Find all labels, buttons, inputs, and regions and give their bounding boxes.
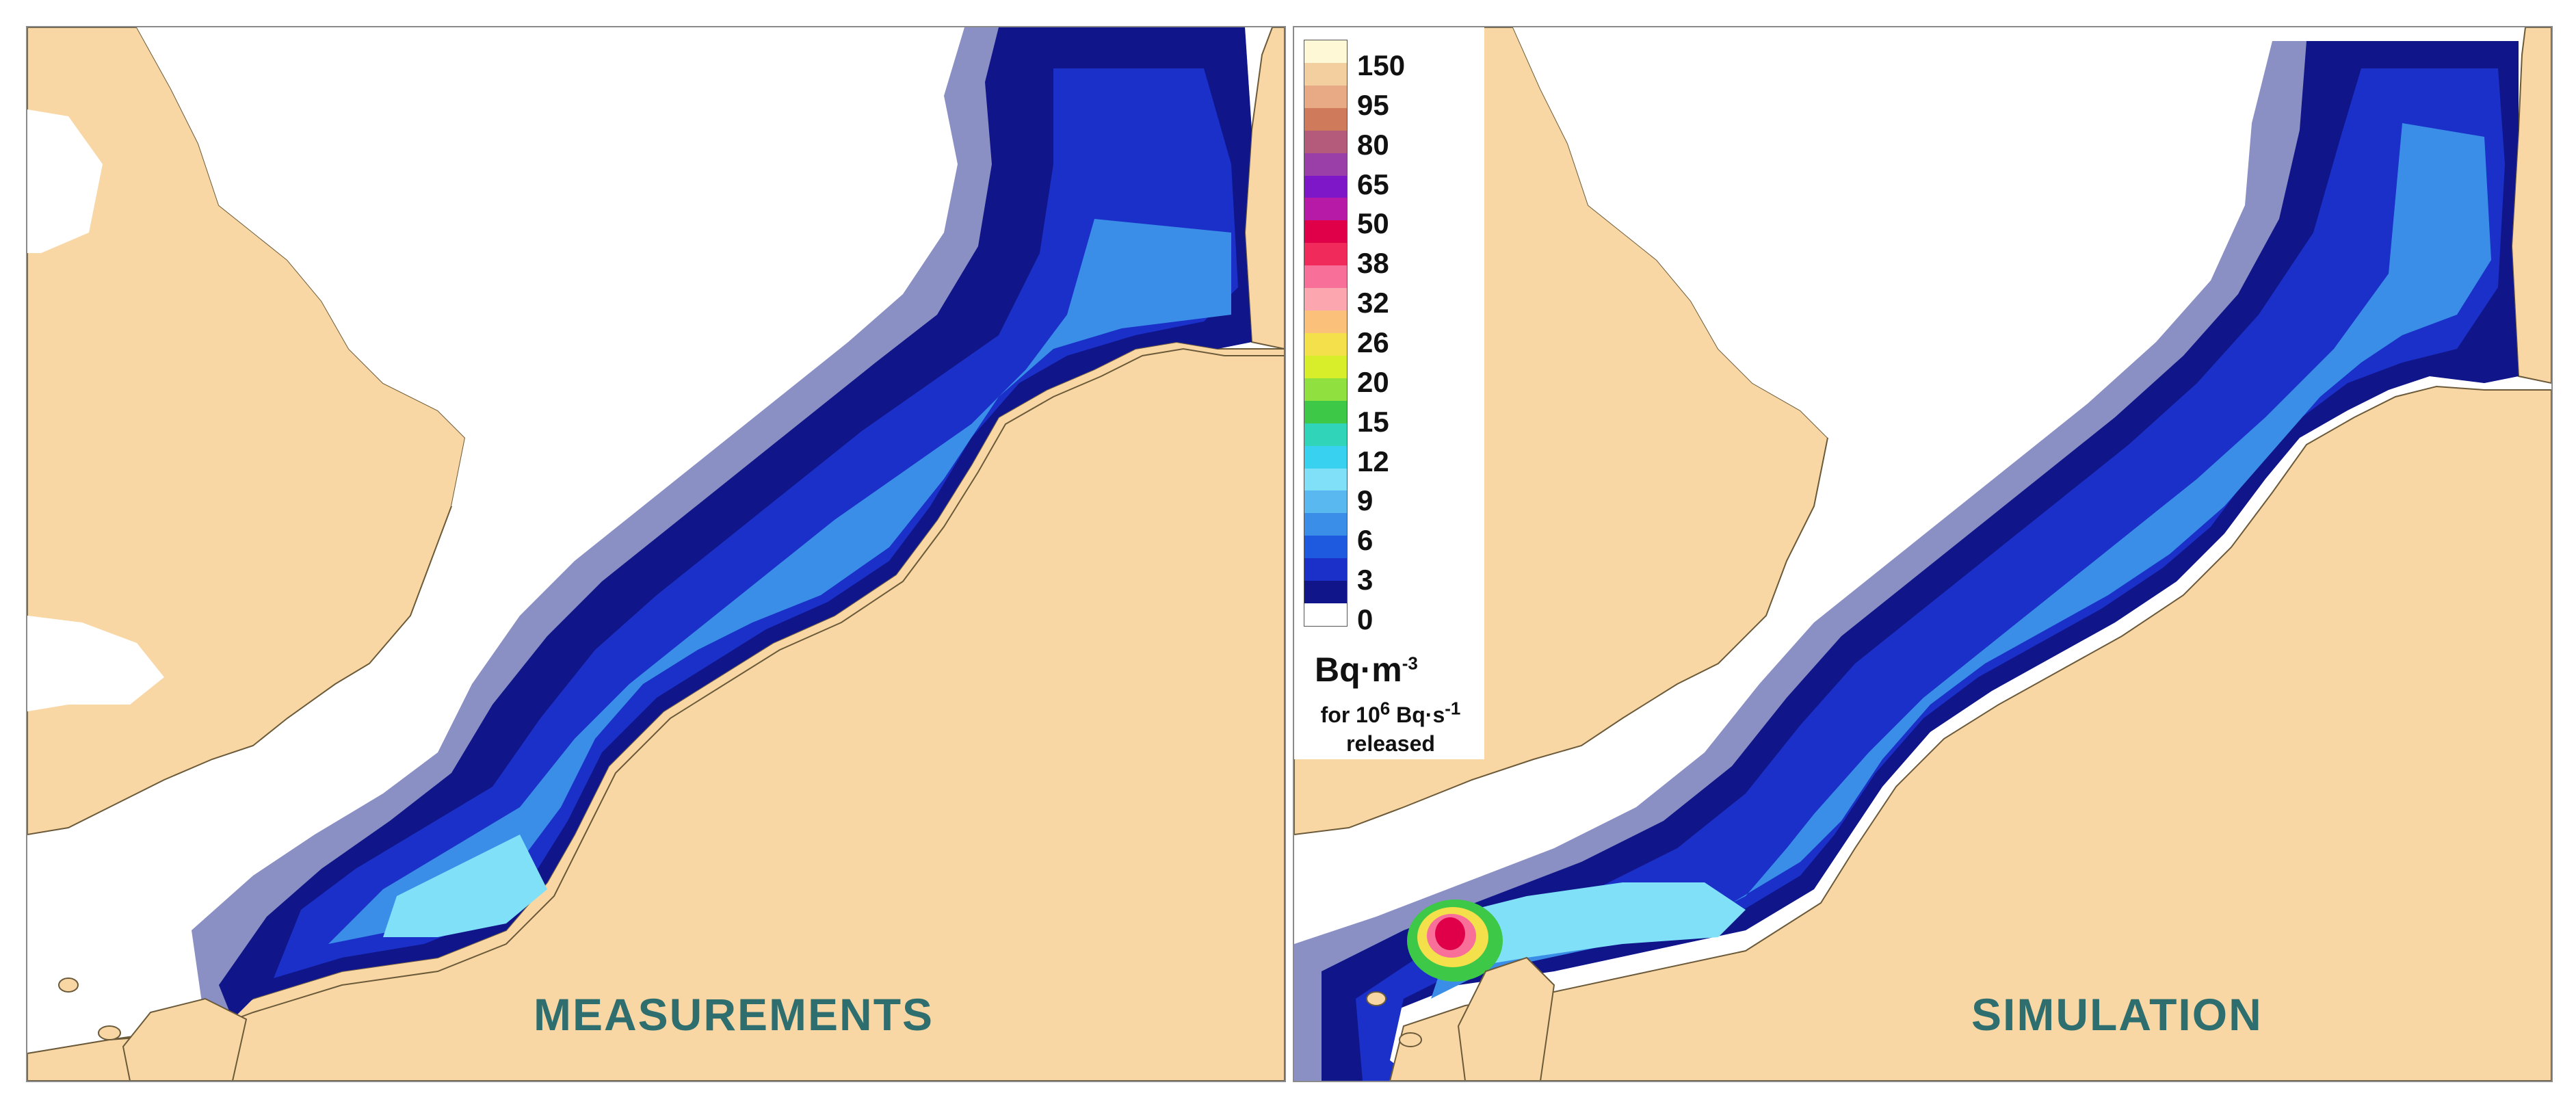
- legend-tick-label: 32: [1357, 287, 1389, 319]
- legend-tick-label: 26: [1357, 326, 1389, 358]
- legend-tick-label: 20: [1357, 365, 1389, 398]
- legend-swatch: [1304, 378, 1347, 402]
- legend-tick-label: 12: [1357, 445, 1389, 477]
- note-prefix: for 10: [1320, 703, 1380, 727]
- plume-band-50-plus: [1435, 917, 1465, 950]
- legend-swatch: [1304, 536, 1347, 559]
- legend-swatch: [1304, 558, 1347, 581]
- netherlands-landmass: [1244, 27, 1285, 350]
- plume-band-9-12: [328, 219, 1231, 944]
- legend-swatch: [1304, 400, 1347, 424]
- channel-island: [58, 978, 79, 993]
- note-released: released: [1346, 731, 1435, 756]
- concentration-legend: 150 95 80 65 50 38 32 26 20 15 12 9 6 3 0 Bq·m-3 for 1…: [1294, 27, 1484, 759]
- legend-tick-label: 38: [1357, 247, 1389, 280]
- legend-tick-label: 9: [1357, 484, 1374, 517]
- legend-tick-label: 150: [1357, 49, 1406, 81]
- note-exponent-2: -1: [1445, 698, 1461, 719]
- channel-island: [1399, 1032, 1422, 1047]
- north-sea-water: [137, 27, 964, 506]
- legend-swatch: [1304, 311, 1347, 334]
- cotentin-peninsula: [122, 997, 248, 1081]
- simulation-label: SIMULATION: [1971, 989, 2263, 1040]
- french-coast-landmass: [27, 347, 1285, 1081]
- unit-main: Bq·m: [1315, 651, 1402, 689]
- measurements-map: [27, 27, 1285, 1081]
- color-scale-bar: [1304, 40, 1348, 627]
- legend-swatch: [1304, 333, 1347, 356]
- legend-tick-label: 80: [1357, 128, 1389, 161]
- legend-swatch: [1304, 62, 1347, 86]
- north-sea-water: [1513, 27, 2272, 438]
- legend-swatch: [1304, 581, 1347, 604]
- legend-swatch: [1304, 220, 1347, 244]
- legend-swatch: [1304, 107, 1347, 131]
- plume-band-3-6: [219, 27, 1252, 1019]
- measurements-label: MEASUREMENTS: [534, 989, 934, 1040]
- legend-swatch: [1304, 175, 1347, 198]
- legend-swatch: [1304, 490, 1347, 514]
- unit-exponent: -3: [1402, 653, 1418, 674]
- legend-note: for 106 Bq·s-1 released: [1301, 698, 1480, 758]
- french-coast-landmass: [1389, 385, 2551, 1081]
- channel-island: [98, 1025, 121, 1040]
- note-middle: Bq·s: [1390, 703, 1445, 727]
- legend-swatch: [1304, 85, 1347, 109]
- legend-tick-label: 95: [1357, 88, 1389, 121]
- legend-tick-label: 50: [1357, 207, 1389, 240]
- legend-swatch: [1304, 40, 1347, 64]
- legend-swatch: [1304, 243, 1347, 266]
- measurements-map-panel: MEASUREMENTS: [26, 26, 1286, 1082]
- legend-tick-label: 6: [1357, 524, 1374, 557]
- legend-swatch: [1304, 153, 1347, 176]
- plume-band-0-3: [1294, 41, 2519, 1081]
- cotentin-peninsula: [1457, 956, 1555, 1081]
- plume-band-6-9: [274, 68, 1238, 978]
- legend-swatch: [1304, 265, 1347, 289]
- legend-swatch: [1304, 198, 1347, 221]
- legend-swatch: [1304, 423, 1347, 447]
- note-exponent-1: 6: [1380, 698, 1391, 719]
- irish-sea-water: [27, 109, 103, 253]
- legend-swatch: [1304, 288, 1347, 311]
- legend-swatch: [1304, 603, 1347, 627]
- plume-band-12-15: [383, 835, 547, 937]
- bristol-channel-water: [27, 616, 164, 711]
- legend-swatch: [1304, 355, 1347, 379]
- legend-unit: Bq·m-3: [1315, 650, 1418, 690]
- legend-tick-label: 15: [1357, 405, 1389, 438]
- legend-tick-label: 65: [1357, 168, 1389, 200]
- channel-island: [1366, 991, 1386, 1006]
- legend-swatch: [1304, 130, 1347, 154]
- legend-tick-label: 0: [1357, 603, 1374, 635]
- legend-tick-label: 3: [1357, 564, 1374, 596]
- plume-band-6-9: [1356, 68, 2505, 1081]
- legend-swatch: [1304, 468, 1347, 491]
- legend-swatch: [1304, 513, 1347, 536]
- legend-swatch: [1304, 445, 1347, 469]
- plume-band-12-15: [1445, 882, 1746, 971]
